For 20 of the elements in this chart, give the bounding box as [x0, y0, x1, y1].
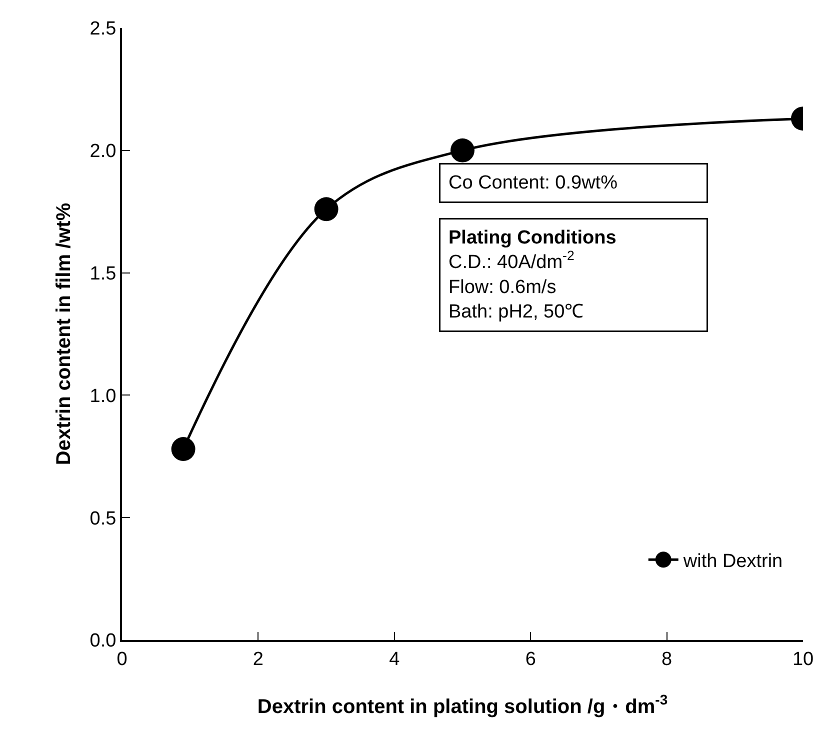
annotation: Co Content: 0.9wt% — [448, 172, 618, 194]
annotation: C.D.: 40A/dm$^{-2}$ — [448, 248, 574, 274]
y-tick-label: 2.5 — [90, 18, 116, 40]
x-axis-title: Dextrin content in plating solution /g・dm$^{-3}$ — [257, 691, 668, 718]
x-tick-label: 2 — [252, 648, 264, 670]
x-tick-label: 8 — [662, 648, 672, 670]
y-tick-label: 1.5 — [90, 263, 116, 284]
y-axis-title: Dextrin content in film /wt% — [52, 202, 75, 466]
y-tick-label: 1.0 — [90, 386, 116, 407]
y-tick-label: 2.0 — [90, 141, 116, 162]
y-tick-label: 0.5 — [90, 508, 116, 530]
y-tick-label: 0.0 — [90, 630, 116, 652]
legend-label: with Dextrin — [682, 551, 783, 572]
x-tick-label: 4 — [389, 648, 400, 670]
x-tick-label: 0 — [116, 648, 128, 670]
x-tick-label: 10 — [792, 648, 814, 670]
x-tick-label: 6 — [525, 648, 536, 670]
annotation: Bath: pH2, 50℃ — [448, 302, 584, 323]
annotation: Plating Conditions — [448, 228, 616, 248]
annotation: Flow: 0.6m/s — [448, 276, 556, 298]
